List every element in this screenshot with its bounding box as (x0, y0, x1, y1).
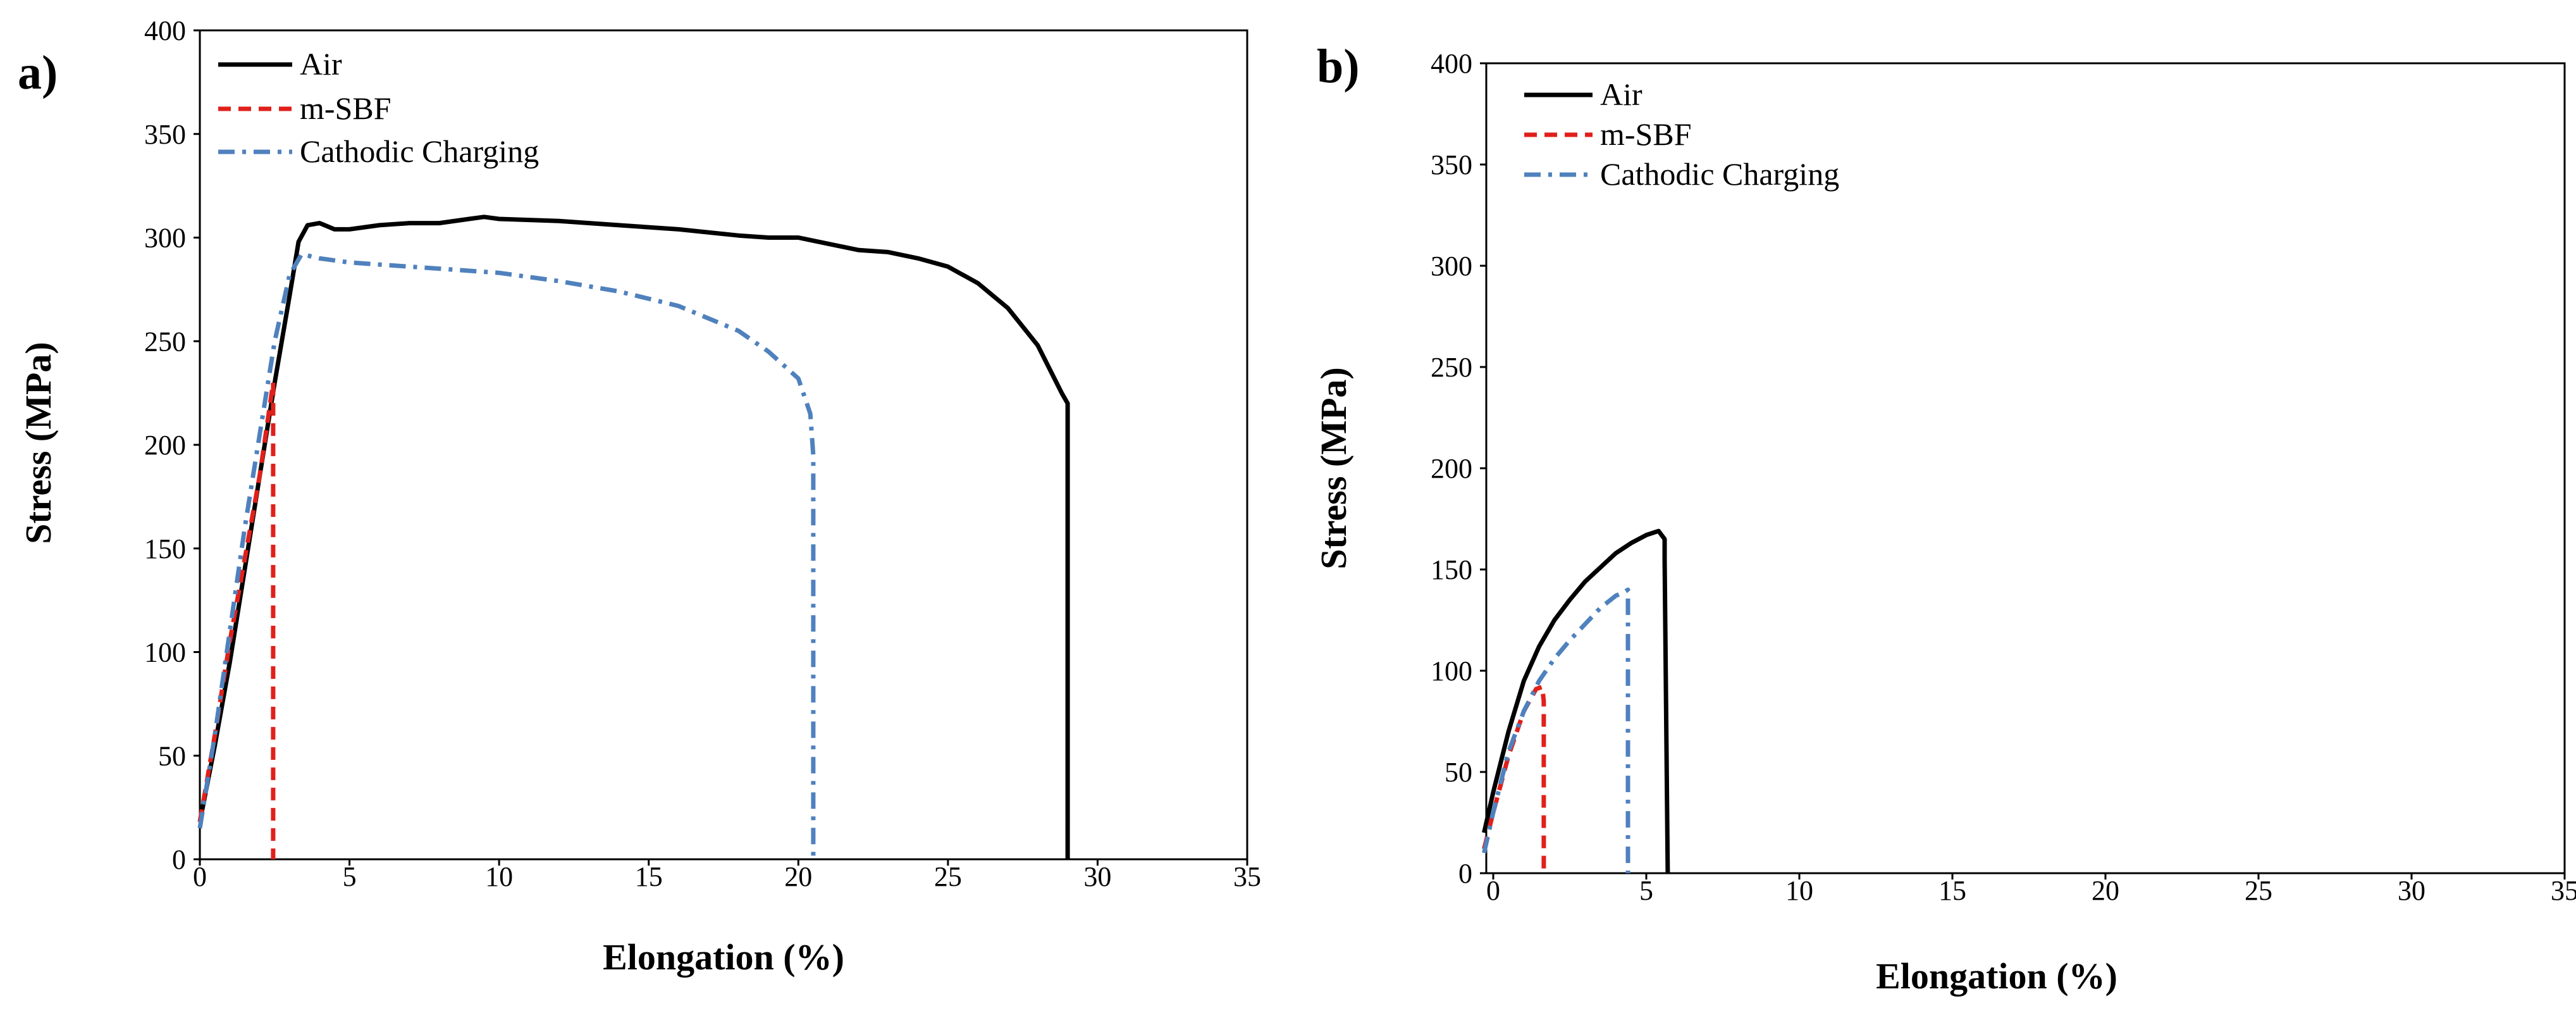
x-tick-label: 15 (1938, 875, 1966, 906)
y-tick-label: 150 (1431, 554, 1472, 585)
y-tick-label: 400 (1431, 48, 1472, 79)
y-tick-label: 350 (1431, 149, 1472, 180)
axis-ticks: 0 50 100 150 200 250 300 350 400 0 5 10 15 20 25 30 35 (1431, 48, 2576, 906)
y-tick-label: 300 (1431, 251, 1472, 282)
y-tick-label: 400 (144, 15, 186, 46)
y-tick-label: 0 (172, 844, 186, 875)
x-tick-label: 35 (2551, 875, 2576, 906)
legend-label-m-sbf: m-SBF (1600, 116, 1692, 152)
x-tick-label: 15 (635, 861, 663, 892)
chart-panel-a: a) 0 50 100 150 200 250 300 350 400 0 5 10 15 20 25 30 3… (18, 15, 1261, 978)
y-tick-label: 100 (144, 637, 186, 668)
x-tick-label: 5 (1639, 875, 1653, 906)
y-tick-label: 200 (1431, 453, 1472, 484)
legend-label-cathodic: Cathodic Charging (300, 134, 539, 169)
legend-label-cathodic: Cathodic Charging (1600, 156, 1839, 192)
series-line-cathodic-charging (197, 252, 816, 859)
y-tick-label: 300 (144, 223, 186, 254)
legend: Air m-SBF Cathodic Charging (218, 46, 539, 169)
chart-panel-b: b) 0 50 100 150 200 250 300 350 400 0 5 10 15 20 25 30 3… (1313, 40, 2576, 997)
y-tick-label: 350 (144, 119, 186, 150)
x-tick-label: 35 (1233, 861, 1261, 892)
series-lines (1482, 528, 1670, 874)
x-axis-title: Elongation (%) (603, 936, 844, 978)
y-tick-label: 50 (1445, 757, 1472, 788)
series-line-cathodic-charging (1482, 587, 1630, 873)
x-tick-label: 20 (2092, 875, 2119, 906)
x-tick-label: 10 (1785, 875, 1813, 906)
series-line-air (197, 215, 1070, 859)
series-lines (197, 215, 1070, 859)
y-tick-label: 0 (1458, 858, 1472, 889)
x-tick-label: 30 (1083, 861, 1111, 892)
x-tick-label: 0 (1486, 875, 1500, 906)
y-tick-label: 100 (1431, 656, 1472, 687)
x-tick-label: 0 (193, 861, 207, 892)
axis-ticks: 0 50 100 150 200 250 300 350 400 0 5 10 15 20 25 30 35 (144, 15, 1261, 892)
legend: Air m-SBF Cathodic Charging (1524, 77, 1839, 192)
series-line-air (1482, 528, 1670, 874)
y-axis-title: Stress (MPa) (18, 342, 59, 544)
x-tick-label: 5 (343, 861, 357, 892)
panel-label: a) (18, 46, 58, 99)
y-axis-title: Stress (MPa) (1313, 367, 1354, 569)
x-tick-label: 20 (784, 861, 812, 892)
x-tick-label: 25 (2245, 875, 2272, 906)
y-tick-label: 250 (1431, 352, 1472, 383)
panel-label: b) (1317, 40, 1360, 93)
x-axis-title: Elongation (%) (1876, 955, 2117, 997)
y-tick-label: 50 (158, 740, 186, 771)
y-tick-label: 150 (144, 533, 186, 564)
x-tick-label: 10 (485, 861, 513, 892)
legend-label-air: Air (300, 46, 342, 82)
x-tick-label: 25 (934, 861, 962, 892)
y-tick-label: 250 (144, 326, 186, 357)
y-tick-label: 200 (144, 430, 186, 461)
legend-label-air: Air (1600, 77, 1642, 112)
legend-label-m-sbf: m-SBF (300, 90, 391, 126)
x-tick-label: 30 (2398, 875, 2425, 906)
